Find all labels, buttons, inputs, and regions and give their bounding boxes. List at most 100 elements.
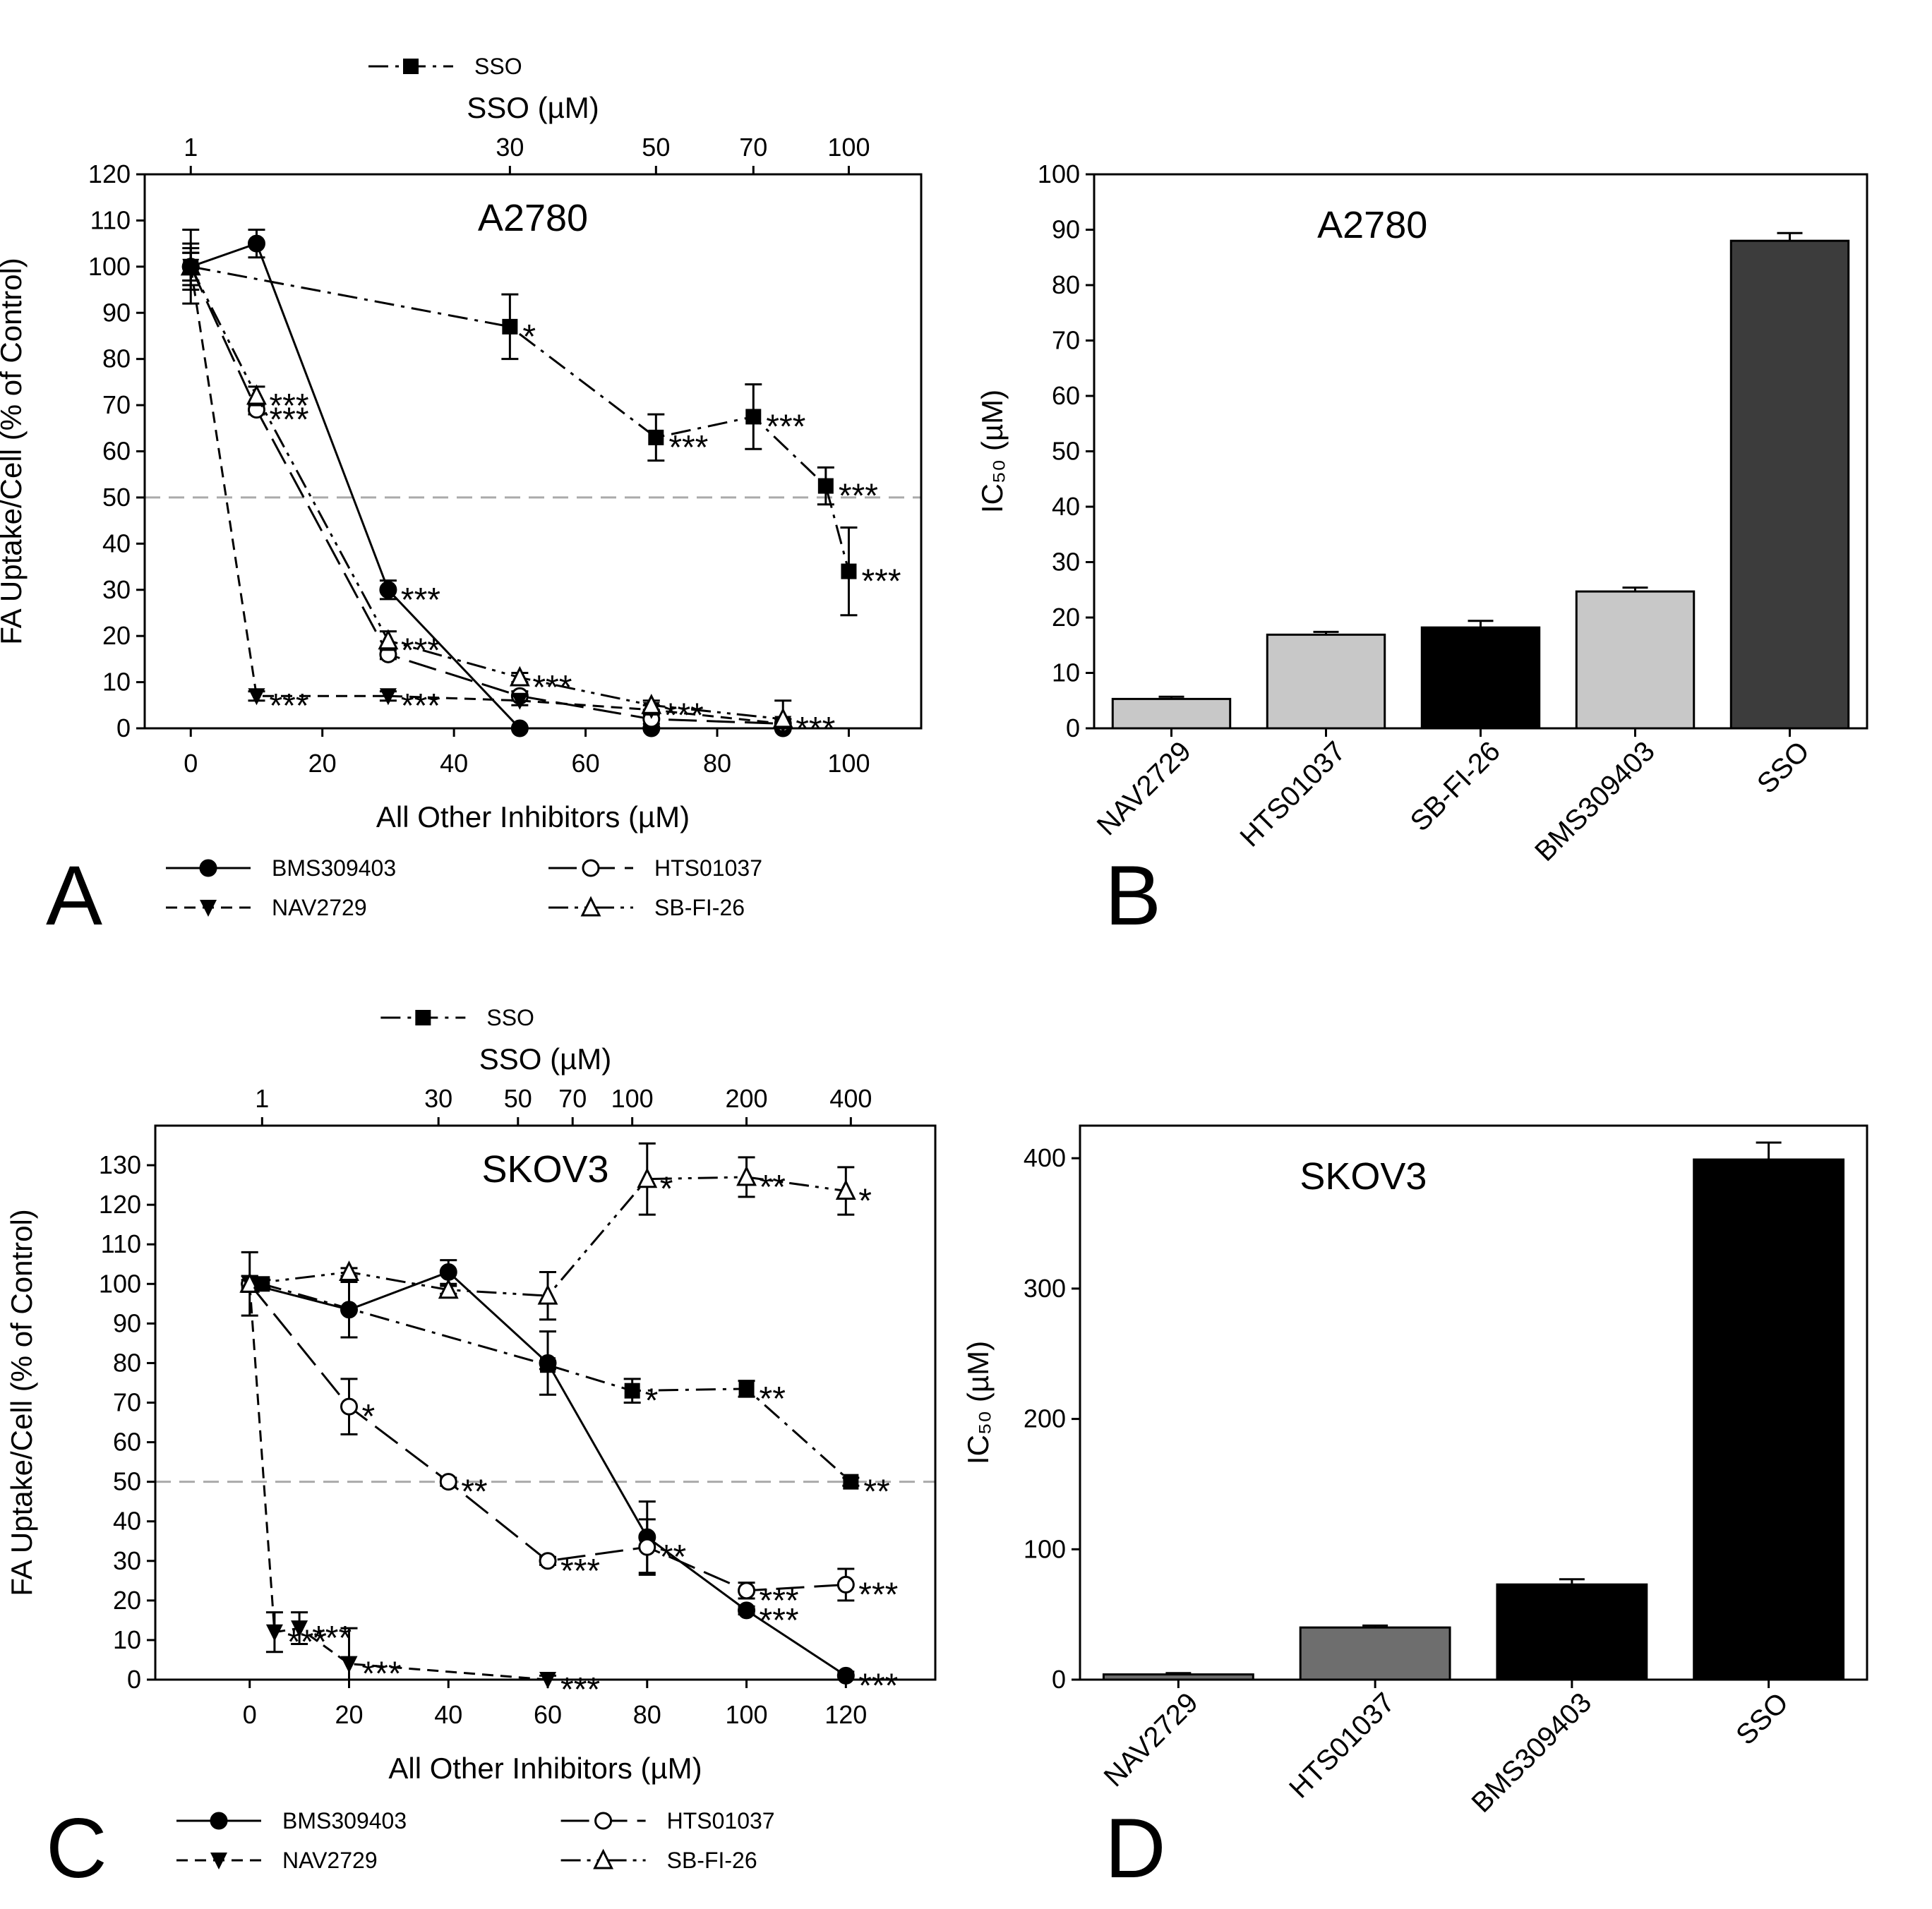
y-tick-label: 400 <box>1024 1143 1066 1172</box>
x2-tick-label: 200 <box>726 1084 768 1113</box>
x-tick-label: 20 <box>335 1700 363 1729</box>
significance-bms309403: *** <box>858 1667 898 1704</box>
x-tick-label: 0 <box>184 749 198 778</box>
bar-sso <box>1729 239 1850 730</box>
legend-label-hts01037: HTS01037 <box>654 855 762 881</box>
data-point-sso <box>843 1474 859 1490</box>
data-point-bms309403 <box>510 719 529 737</box>
x-tick-label: 60 <box>572 749 600 778</box>
bar-sso <box>1693 1158 1845 1681</box>
x2-tick-label: 400 <box>829 1084 872 1113</box>
x2-tick-label: 1 <box>255 1084 269 1113</box>
data-point-nav2729 <box>539 1672 557 1689</box>
significance-sb-fi-26: *** <box>532 669 572 706</box>
y-tick-label: 40 <box>113 1507 141 1536</box>
series-line-bms309403 <box>190 242 784 730</box>
y-axis-label: IC₅₀ (µM) <box>961 1341 995 1464</box>
series-line-sso <box>190 265 850 572</box>
y-axis-label: FA Uptake/Cell (% of Control) <box>5 1209 38 1596</box>
legend-marker-nav2729 <box>200 900 217 917</box>
panel-label-a: A <box>46 848 102 943</box>
chart-title: SKOV3 <box>481 1148 608 1191</box>
x-tick-label: 40 <box>434 1700 462 1729</box>
y-tick-label: 300 <box>1024 1274 1066 1303</box>
y-tick-label: 110 <box>101 1229 141 1258</box>
data-point-hts01037 <box>638 1538 656 1556</box>
y-tick-label: 20 <box>113 1586 141 1615</box>
plot-frame <box>1079 1124 1868 1681</box>
significance-sb-fi-26: * <box>660 1171 673 1208</box>
x2-tick-label: 100 <box>827 133 870 162</box>
y-tick-label: 30 <box>102 575 131 604</box>
y-tick-label: 60 <box>102 437 131 466</box>
x2-tick-label: 70 <box>558 1084 587 1113</box>
y-tick-label: 80 <box>1052 270 1080 299</box>
x2-tick-label: 30 <box>496 133 524 162</box>
significance-sso: *** <box>861 563 901 601</box>
significance-hts01037: ** <box>660 1538 686 1576</box>
x-axis-label: All Other Inhibitors (µM) <box>376 800 690 833</box>
y-axis-label: IC₅₀ (µM) <box>976 390 1009 513</box>
data-point-sb-fi-26 <box>637 1167 658 1188</box>
significance-sso: * <box>522 318 536 356</box>
x2-tick-label: 50 <box>504 1084 532 1113</box>
significance-sso: ** <box>760 1380 786 1418</box>
series-line-hts01037 <box>189 266 784 725</box>
legend-label-sso: SSO <box>486 1005 534 1030</box>
data-point-sso <box>817 478 834 494</box>
y-tick-label: 60 <box>113 1428 141 1457</box>
y-tick-label: 0 <box>127 1665 141 1694</box>
significance-nav2729: *** <box>312 1620 352 1657</box>
y-tick-label: 100 <box>1038 159 1080 188</box>
significance-hts01037: ** <box>461 1474 487 1511</box>
series-line-sb-fi-26 <box>189 266 784 721</box>
chart-title: A2780 <box>1317 204 1427 246</box>
data-point-sso <box>648 429 664 445</box>
y-tick-label: 100 <box>1024 1534 1066 1563</box>
x2-axis-label: SSO (µM) <box>467 91 599 124</box>
category-label-sso: SSO <box>1751 735 1816 800</box>
significance-sb-fi-26: *** <box>664 697 704 734</box>
significance-sso: *** <box>766 408 805 445</box>
x-tick-label: 120 <box>824 1700 867 1729</box>
data-point-nav2729 <box>340 1656 358 1673</box>
data-point-bms309403 <box>439 1263 457 1281</box>
category-label-sso: SSO <box>1730 1687 1794 1751</box>
legend-label-sb-fi-26: SB-FI-26 <box>654 895 745 920</box>
y-tick-label: 120 <box>99 1190 141 1219</box>
x2-tick-label: 50 <box>642 133 670 162</box>
data-point-sb-fi-26 <box>246 384 267 405</box>
x-tick-label: 20 <box>308 749 337 778</box>
data-point-bms309403 <box>379 581 397 599</box>
data-point-nav2729 <box>379 688 397 706</box>
data-point-sso <box>841 563 857 579</box>
y-tick-label: 90 <box>102 298 131 327</box>
series-line-nav2729 <box>189 266 784 725</box>
x-tick-label: 60 <box>534 1700 562 1729</box>
y-tick-label: 100 <box>99 1269 141 1298</box>
y-tick-label: 200 <box>1024 1404 1066 1433</box>
bar-hts01037 <box>1266 633 1386 730</box>
significance-nav2729: *** <box>361 1656 401 1693</box>
y-tick-label: 40 <box>102 529 131 558</box>
data-point-sb-fi-26 <box>835 1179 856 1200</box>
y-tick-label: 110 <box>90 205 131 234</box>
chart-title: A2780 <box>478 197 588 239</box>
panel-label-d: D <box>1105 1801 1166 1896</box>
bar-bms309403 <box>1496 1583 1648 1681</box>
y-tick-label: 0 <box>1066 713 1080 742</box>
significance-nav2729: *** <box>269 687 308 725</box>
significance-sso: *** <box>839 478 878 515</box>
x-axis-label: All Other Inhibitors (µM) <box>388 1752 702 1785</box>
y-tick-label: 30 <box>1052 548 1080 577</box>
significance-nav2729: *** <box>560 1671 600 1709</box>
significance-bms309403: *** <box>760 1602 799 1639</box>
legend-marker-sso <box>415 1010 431 1025</box>
significance-sb-fi-26: ** <box>760 1169 786 1206</box>
legend-label-bms309403: BMS309403 <box>272 855 396 881</box>
y-tick-label: 70 <box>1052 326 1080 355</box>
data-point-sb-fi-26 <box>378 629 399 650</box>
y-tick-label: 0 <box>1052 1665 1066 1694</box>
